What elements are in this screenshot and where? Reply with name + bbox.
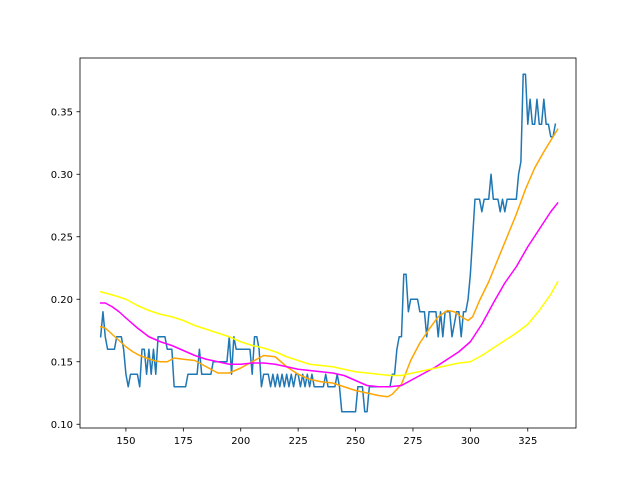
x-tick-label: 150 (116, 436, 135, 447)
series-line-4 (99, 280, 559, 377)
x-tick-label: 325 (518, 436, 537, 447)
y-tick-label: 0.30 (51, 170, 73, 181)
x-axis: 150 175 200 225 250 275 300 325 (116, 428, 537, 447)
y-axis: 0.10 0.15 0.20 0.25 0.30 0.35 (51, 107, 80, 431)
y-tick-label: 0.35 (51, 107, 73, 118)
x-tick-label: 250 (346, 436, 365, 447)
y-tick-label: 0.25 (51, 232, 73, 243)
y-tick-label: 0.15 (51, 357, 73, 368)
series-line-3 (99, 201, 559, 388)
plot-frame (79, 57, 577, 429)
series-line-1 (99, 73, 557, 413)
x-tick-label: 300 (461, 436, 480, 447)
x-tick-label: 225 (289, 436, 308, 447)
x-tick-label: 200 (231, 436, 250, 447)
series-layer (99, 73, 559, 413)
series-line-2 (99, 128, 559, 398)
y-tick-label: 0.20 (51, 295, 73, 306)
x-tick-label: 175 (174, 436, 193, 447)
y-tick-label: 0.10 (51, 420, 73, 431)
x-tick-label: 275 (403, 436, 422, 447)
